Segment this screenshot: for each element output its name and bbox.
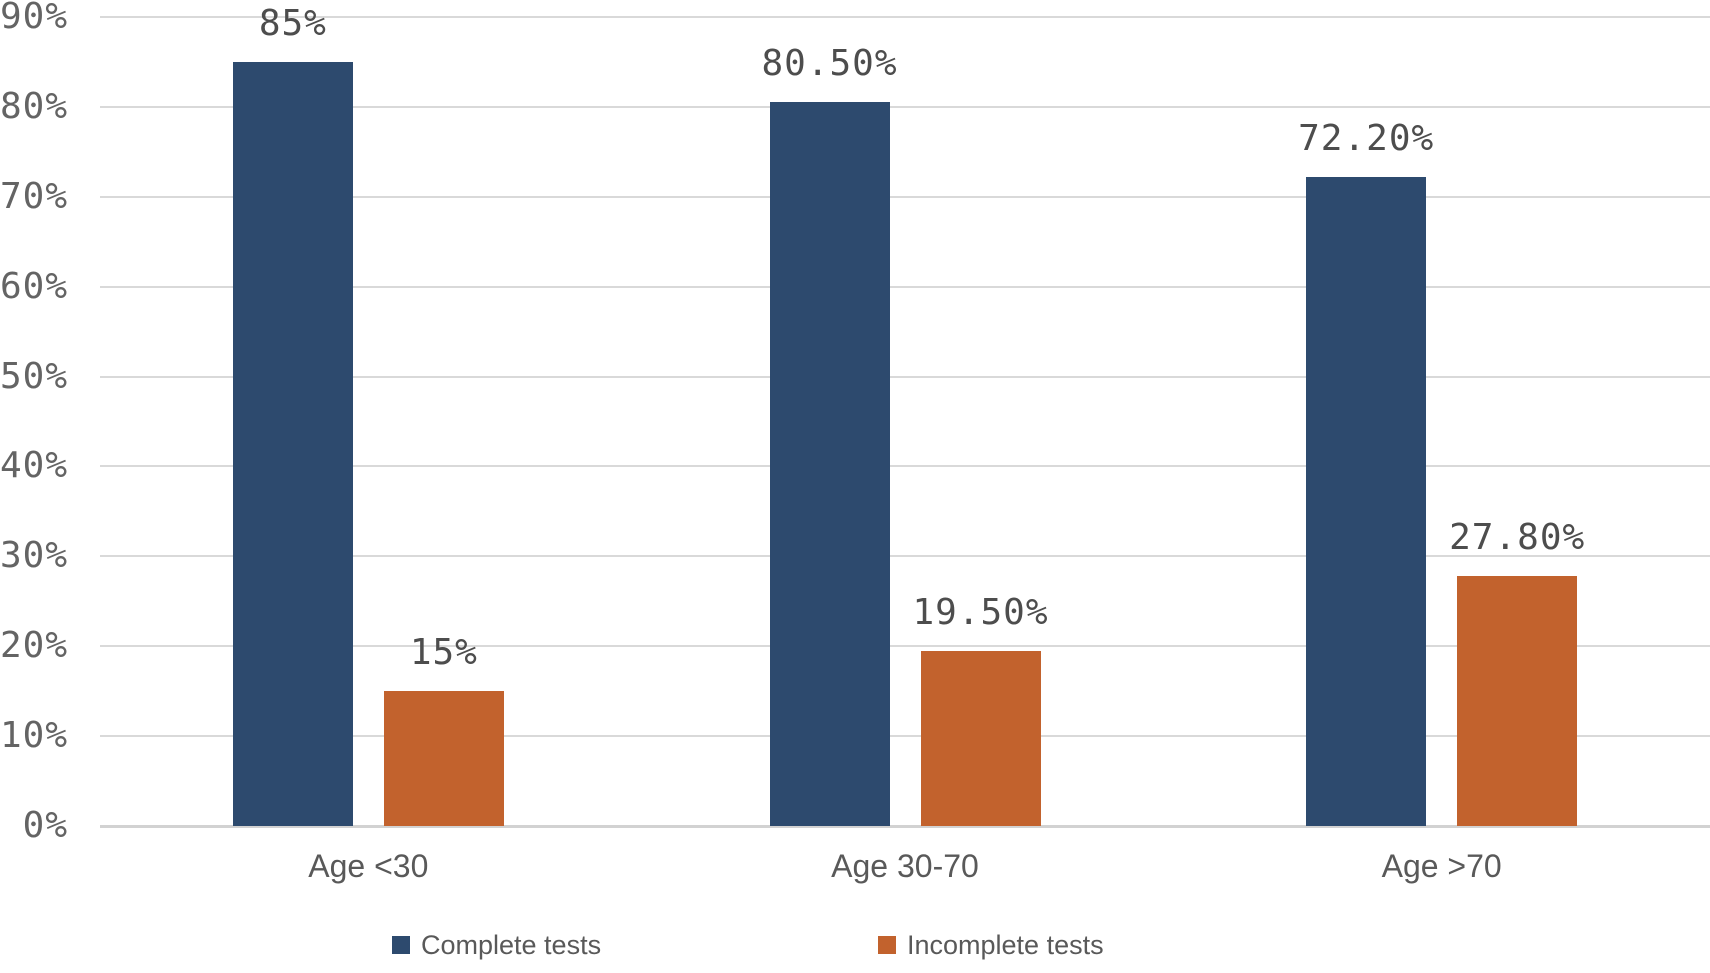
bar-value-label: 15% <box>409 632 478 674</box>
legend-label: Complete tests <box>421 930 602 960</box>
gridline <box>100 465 1710 468</box>
y-tick-label: 70% <box>0 175 68 217</box>
bar-value-label: 85% <box>258 2 327 44</box>
y-tick-label: 60% <box>0 265 68 307</box>
bar-complete-tests <box>232 61 353 826</box>
gridline <box>100 375 1710 378</box>
y-tick-label: 90% <box>0 0 68 37</box>
bar-incomplete-tests <box>1457 576 1578 826</box>
y-tick-label: 0% <box>22 805 68 846</box>
plot-area: 85% 15% 80.50% 19.50% 72.20% 27.80% <box>100 5 1710 828</box>
gridline <box>100 645 1710 648</box>
category-label: Age <30 <box>308 848 429 884</box>
bar-incomplete-tests <box>920 650 1041 826</box>
x-axis: Age <30 Age 30-70 Age >70 <box>100 846 1710 890</box>
category-label: Age >70 <box>1381 848 1502 884</box>
gridline <box>100 195 1710 198</box>
bar-value-label: 27.80% <box>1449 517 1586 559</box>
bar-complete-tests <box>1306 177 1427 826</box>
legend: Complete tests Incomplete tests <box>0 922 1710 966</box>
y-tick-label: 80% <box>0 85 68 127</box>
bar-value-label: 80.50% <box>761 43 898 85</box>
legend-item-complete-tests: Complete tests <box>392 928 601 962</box>
bar-incomplete-tests <box>383 691 504 826</box>
legend-swatch-complete-tests <box>392 936 410 954</box>
category-label: Age 30-70 <box>831 848 979 884</box>
gridline <box>100 555 1710 558</box>
legend-label: Incomplete tests <box>907 930 1104 960</box>
y-tick-label: 20% <box>0 625 68 667</box>
y-axis: 0% 10% 20% 30% 40% 50% 60% 70% 80% 90% <box>0 0 68 844</box>
gridline <box>100 285 1710 288</box>
legend-item-incomplete-tests: Incomplete tests <box>878 928 1104 962</box>
y-tick-label: 50% <box>0 355 68 397</box>
legend-swatch-incomplete-tests <box>878 936 896 954</box>
y-tick-label: 40% <box>0 445 68 487</box>
gridline <box>100 105 1710 108</box>
x-axis-baseline <box>100 825 1710 828</box>
y-tick-label: 30% <box>0 535 68 577</box>
bar-value-label: 72.20% <box>1298 118 1435 160</box>
gridline <box>100 735 1710 738</box>
y-tick-label: 10% <box>0 715 68 757</box>
bar-complete-tests <box>769 102 890 826</box>
gridline <box>100 16 1710 18</box>
bar-value-label: 19.50% <box>912 591 1049 633</box>
